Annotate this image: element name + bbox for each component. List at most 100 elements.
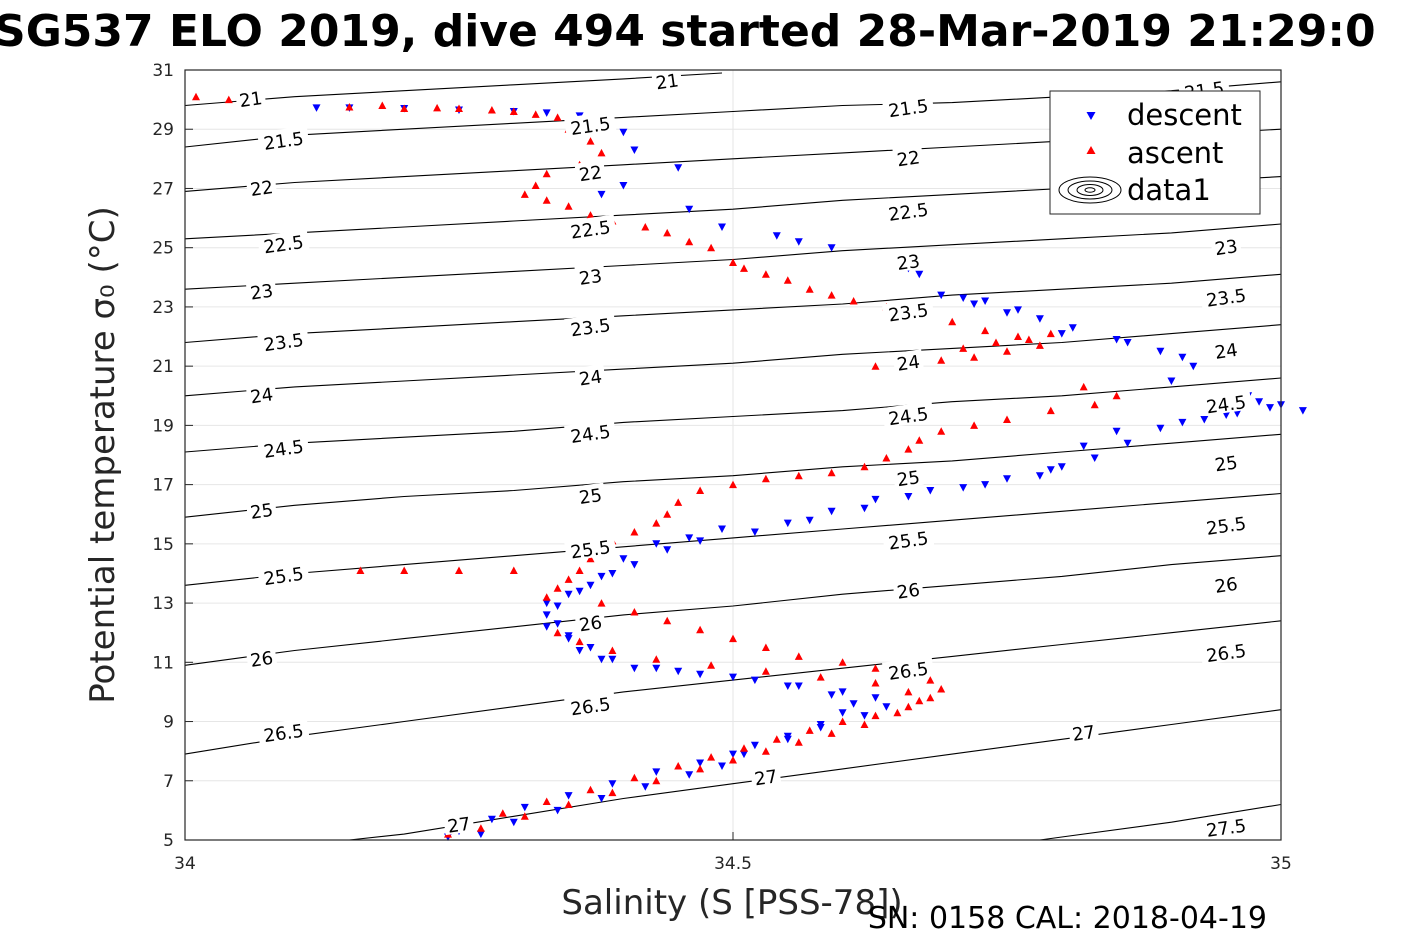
ascent-marker — [1090, 400, 1099, 409]
contour-label: 22 — [245, 174, 278, 201]
contour-label: 22.5 — [881, 196, 935, 226]
ascent-marker — [696, 625, 705, 634]
contour-label-background — [257, 327, 310, 354]
contour-label: 24 — [892, 349, 924, 376]
descent-marker — [1014, 306, 1022, 314]
contour-label: 26 — [574, 609, 606, 636]
ascent-marker — [871, 679, 880, 687]
ascent-marker — [761, 667, 770, 675]
legend-descent-label: descent — [1127, 98, 1242, 132]
contour-label-text: 24 — [249, 384, 275, 408]
x-tick-label: 35 — [1270, 854, 1292, 874]
descent-marker — [882, 703, 891, 711]
contour-label-background — [574, 263, 606, 288]
ascent-marker — [707, 243, 716, 252]
descent-marker — [959, 294, 968, 302]
ascent-marker — [871, 711, 880, 720]
contour-label-background — [564, 418, 617, 446]
descent-marker — [827, 507, 836, 516]
ascent-marker — [948, 317, 957, 326]
legend: descent ascent data1 — [1049, 90, 1261, 215]
ascent-marker — [937, 685, 946, 693]
ascent-marker — [433, 103, 442, 112]
ascent-marker — [871, 362, 880, 370]
descent-marker — [750, 741, 759, 750]
contour-label: 23 — [892, 248, 924, 275]
contour-label-background — [574, 482, 606, 507]
descent-marker — [696, 537, 705, 545]
contour-label: 23.5 — [564, 312, 617, 341]
ascent-marker — [926, 693, 935, 702]
descent-marker — [312, 104, 321, 112]
isopycnal-line-26 — [184, 555, 1282, 666]
contour-label: 25 — [892, 464, 924, 491]
contour-label-background — [245, 381, 278, 406]
ascent-marker — [652, 519, 661, 527]
descent-marker — [926, 487, 935, 495]
descent-marker — [1156, 424, 1165, 433]
descent-marker — [564, 590, 573, 599]
ascent-marker — [564, 202, 573, 210]
ascent-marker — [937, 356, 946, 364]
ascent-marker — [970, 421, 979, 429]
contour-label-background — [1067, 719, 1100, 744]
ascent-marker — [882, 454, 891, 462]
contour-label-background — [892, 349, 924, 374]
descent-marker — [718, 525, 726, 533]
ascent-marker — [904, 687, 913, 696]
x-axis-ticks: 34 34.5 35 — [174, 832, 1292, 874]
contour-label-text: 23 — [1213, 236, 1239, 260]
contour-label-text: 23 — [896, 251, 922, 275]
legend-data1-contour-icon — [1058, 176, 1122, 204]
contour-label-background — [574, 364, 606, 388]
contour-label-text: 24 — [578, 367, 604, 391]
ascent-marker — [455, 104, 463, 112]
descent-marker — [937, 291, 946, 300]
descent-marker — [575, 647, 584, 655]
ascent-marker — [915, 436, 924, 444]
contour-label: 21.5 — [564, 110, 617, 140]
ascent-marker — [827, 729, 836, 737]
descent-marker — [1035, 315, 1044, 323]
contour-label-background — [245, 174, 278, 199]
contour-label: 22 — [574, 159, 606, 186]
ascent-marker — [586, 785, 595, 794]
descent-marker — [553, 806, 562, 815]
contour-label-text: 25 — [578, 485, 604, 509]
contour-label: 25 — [1210, 449, 1242, 476]
ascent-marker — [860, 462, 869, 471]
descent-marker — [685, 771, 694, 779]
descent-marker — [597, 795, 606, 803]
ascent-marker — [794, 652, 803, 660]
descent-marker — [652, 664, 661, 673]
descent-marker — [794, 682, 803, 690]
contour-label-text: 24 — [1213, 340, 1239, 364]
descent-marker — [575, 587, 584, 596]
contour-label-background — [245, 497, 278, 522]
descent-marker — [520, 803, 529, 812]
descent-marker — [1003, 309, 1011, 317]
ascent-marker — [597, 599, 606, 607]
contour-label-text: 24 — [896, 352, 922, 376]
contour-label-text: 22 — [896, 147, 922, 171]
contour-label: 21 — [651, 67, 683, 94]
ascent-marker — [871, 664, 880, 672]
contour-label: 24 — [574, 364, 606, 391]
contour-label-background — [892, 464, 924, 489]
ascent-marker — [564, 575, 573, 583]
contour-label-background — [564, 312, 617, 340]
y-tick-label: 25 — [152, 239, 174, 259]
contour-label: 27 — [442, 811, 475, 838]
descent-marker — [641, 783, 650, 791]
contour-label-text: 25 — [1213, 452, 1239, 476]
y-tick-label: 27 — [152, 179, 174, 199]
ascent-marker — [378, 101, 387, 109]
descent-marker — [827, 244, 836, 252]
ascent-marker — [904, 445, 913, 453]
descent-marker — [619, 182, 628, 190]
contour-label: 22.5 — [564, 214, 617, 244]
descent-marker — [608, 570, 617, 578]
ascent-marker — [509, 566, 518, 574]
descent-marker — [597, 190, 606, 199]
